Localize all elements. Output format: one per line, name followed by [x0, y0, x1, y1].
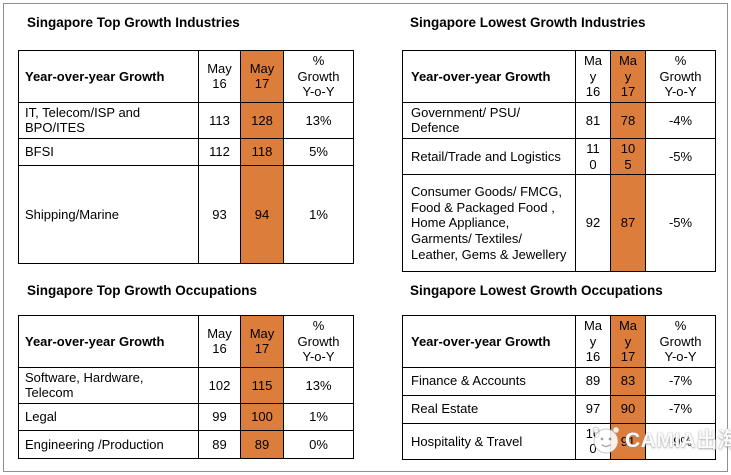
table-lowest-growth-occupations: Year-over-year Growth Ma y 16 Ma y 17 % …: [402, 315, 716, 460]
header-may16: May 16: [198, 50, 241, 103]
pct-value: -7%: [645, 366, 716, 396]
table-row: IT, Telecom/ISP and BPO/ITES 113 128 13%: [18, 101, 354, 139]
title-top-growth-occupations: Singapore Top Growth Occupations: [27, 283, 258, 298]
pct-value: -5%: [645, 137, 716, 176]
table-row: Finance & Accounts 89 83 -7%: [402, 366, 716, 396]
header-may17-highlighted: May 17: [240, 50, 284, 103]
header-yoy-growth: Year-over-year Growth: [18, 50, 199, 103]
pct-value: -9%: [645, 422, 716, 460]
may17-value: 100: [240, 402, 284, 431]
may16-value: 81: [575, 101, 611, 139]
pct-value: -7%: [645, 394, 716, 424]
table-header-row: Year-over-year Growth May 16 May 17 % Gr…: [18, 50, 354, 103]
pct-value: 1%: [283, 164, 354, 264]
watermark: CAMIA出海: [590, 421, 731, 457]
header-may16: Ma y 16: [575, 315, 611, 368]
may16-value: 102: [198, 366, 241, 404]
table-row: BFSI 112 118 5%: [18, 137, 354, 166]
may17-value: 89: [240, 429, 284, 459]
table-top-growth-industries: Year-over-year Growth May 16 May 17 % Gr…: [18, 50, 354, 264]
row-label: Finance & Accounts: [402, 366, 576, 396]
may17-value: 128: [240, 101, 284, 139]
may17-value: 91: [610, 422, 646, 460]
row-label: Retail/Trade and Logistics: [402, 137, 576, 176]
header-may16: Ma y 16: [575, 50, 611, 103]
may16-value: 112: [198, 137, 241, 166]
table-row: Legal 99 100 1%: [18, 402, 354, 431]
may16-value: 93: [198, 164, 241, 264]
header-may16: May 16: [198, 315, 241, 368]
header-pct-growth: % Growth Y-o-Y: [645, 315, 716, 368]
may16-value: 113: [198, 101, 241, 139]
may16-value: 92: [575, 174, 611, 273]
pct-value: 0%: [283, 429, 354, 459]
may17-value: 90: [610, 394, 646, 424]
row-label: Real Estate: [402, 394, 576, 424]
may16-value: 110: [575, 137, 611, 176]
watermark-text: CAMIA出海: [625, 429, 731, 452]
table-row: Retail/Trade and Logistics 110 105 -5%: [402, 137, 716, 176]
table-row: Engineering /Production 89 89 0%: [18, 429, 354, 459]
may17-value: 83: [610, 366, 646, 396]
table-header-row: Year-over-year Growth Ma y 16 Ma y 17 % …: [402, 50, 716, 103]
row-label: IT, Telecom/ISP and BPO/ITES: [18, 101, 199, 139]
table-lowest-growth-industries: Year-over-year Growth Ma y 16 Ma y 17 % …: [402, 50, 716, 273]
may16-value: 99: [198, 402, 241, 431]
may17-value: 105: [610, 137, 646, 176]
row-label: Legal: [18, 402, 199, 431]
header-yoy-growth: Year-over-year Growth: [402, 50, 576, 103]
header-may17-highlighted: Ma y 17: [610, 315, 646, 368]
may16-value: 89: [198, 429, 241, 459]
row-label: Government/ PSU/ Defence: [402, 101, 576, 139]
title-lowest-growth-industries: Singapore Lowest Growth Industries: [410, 15, 646, 30]
header-pct-growth: % Growth Y-o-Y: [645, 50, 716, 103]
table-row: Real Estate 97 90 -7%: [402, 394, 716, 424]
row-label: BFSI: [18, 137, 199, 166]
pct-value: 13%: [283, 101, 354, 139]
header-may17-highlighted: Ma y 17: [610, 50, 646, 103]
header-may17-highlighted: May 17: [240, 315, 284, 368]
may17-value: 118: [240, 137, 284, 166]
row-label: Shipping/Marine: [18, 164, 199, 264]
table-row: Shipping/Marine 93 94 1%: [18, 164, 354, 264]
pct-value: 13%: [283, 366, 354, 404]
header-pct-growth: % Growth Y-o-Y: [283, 315, 354, 368]
table-row: Consumer Goods/ FMCG, Food & Packaged Fo…: [402, 174, 716, 273]
table-top-growth-occupations: Year-over-year Growth May 16 May 17 % Gr…: [18, 315, 354, 459]
pct-value: 1%: [283, 402, 354, 431]
may17-value: 115: [240, 366, 284, 404]
header-yoy-growth: Year-over-year Growth: [402, 315, 576, 368]
header-pct-growth: % Growth Y-o-Y: [283, 50, 354, 103]
may17-value: 78: [610, 101, 646, 139]
may16-value: 97: [575, 394, 611, 424]
row-label: Consumer Goods/ FMCG, Food & Packaged Fo…: [402, 174, 576, 273]
row-label: Software, Hardware, Telecom: [18, 366, 199, 404]
title-lowest-growth-occupations: Singapore Lowest Growth Occupations: [410, 283, 663, 298]
outer-frame: [3, 3, 728, 472]
may17-value: 87: [610, 174, 646, 273]
row-label: Engineering /Production: [18, 429, 199, 459]
table-row: Government/ PSU/ Defence 81 78 -4%: [402, 101, 716, 139]
table-row: Software, Hardware, Telecom 102 115 13%: [18, 366, 354, 404]
may17-value: 94: [240, 164, 284, 264]
camia-mascot-icon: [592, 426, 620, 454]
header-yoy-growth: Year-over-year Growth: [18, 315, 199, 368]
may16-value: 89: [575, 366, 611, 396]
row-label: Hospitality & Travel: [402, 422, 576, 460]
pct-value: 5%: [283, 137, 354, 166]
table-header-row: Year-over-year Growth Ma y 16 Ma y 17 % …: [402, 315, 716, 368]
title-top-growth-industries: Singapore Top Growth Industries: [27, 15, 240, 30]
pct-value: -4%: [645, 101, 716, 139]
table-header-row: Year-over-year Growth May 16 May 17 % Gr…: [18, 315, 354, 368]
pct-value: -5%: [645, 174, 716, 273]
